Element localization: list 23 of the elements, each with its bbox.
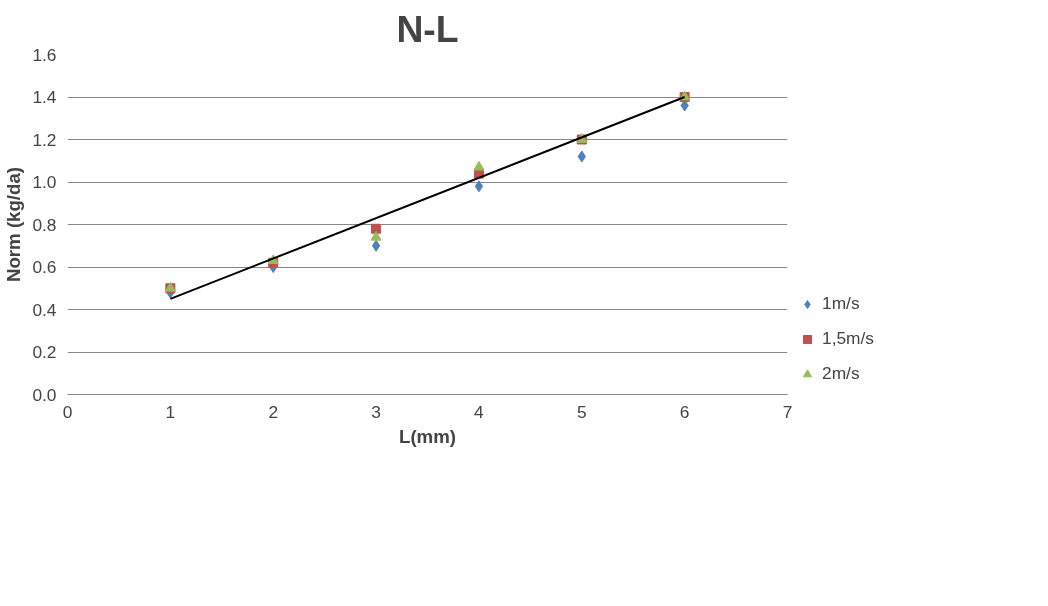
x-tick-label: 1 bbox=[165, 401, 176, 422]
x-tick-label: 5 bbox=[576, 401, 587, 422]
x-axis-title: L(mm) bbox=[399, 425, 456, 447]
y-tick-label: 0.4 bbox=[32, 299, 57, 320]
x-tick-label: 4 bbox=[474, 401, 485, 422]
x-tick-label: 6 bbox=[679, 401, 690, 422]
x-tick-label: 3 bbox=[371, 401, 381, 422]
y-tick-label: 1.2 bbox=[32, 129, 57, 150]
legend-label: 2m/s bbox=[822, 363, 860, 384]
chart-title: N-L bbox=[396, 7, 459, 50]
y-tick-label: 1.6 bbox=[32, 44, 57, 65]
x-tick-label: 7 bbox=[782, 401, 793, 422]
y-tick-label: 0.0 bbox=[32, 384, 57, 405]
y-tick-label: 1.4 bbox=[32, 87, 57, 107]
y-tick-label: 0.6 bbox=[32, 257, 57, 277]
x-tick-label: 2 bbox=[268, 401, 279, 422]
legend-label: 1,5m/s bbox=[822, 328, 875, 349]
y-tick-label: 0.2 bbox=[32, 342, 57, 362]
y-tick-label: 1.0 bbox=[32, 172, 57, 192]
y-axis-title: Norm (kg/da) bbox=[3, 166, 25, 283]
legend-label: 1m/s bbox=[822, 293, 860, 314]
y-tick-label: 0.8 bbox=[32, 214, 57, 235]
x-tick-label: 0 bbox=[62, 401, 73, 422]
